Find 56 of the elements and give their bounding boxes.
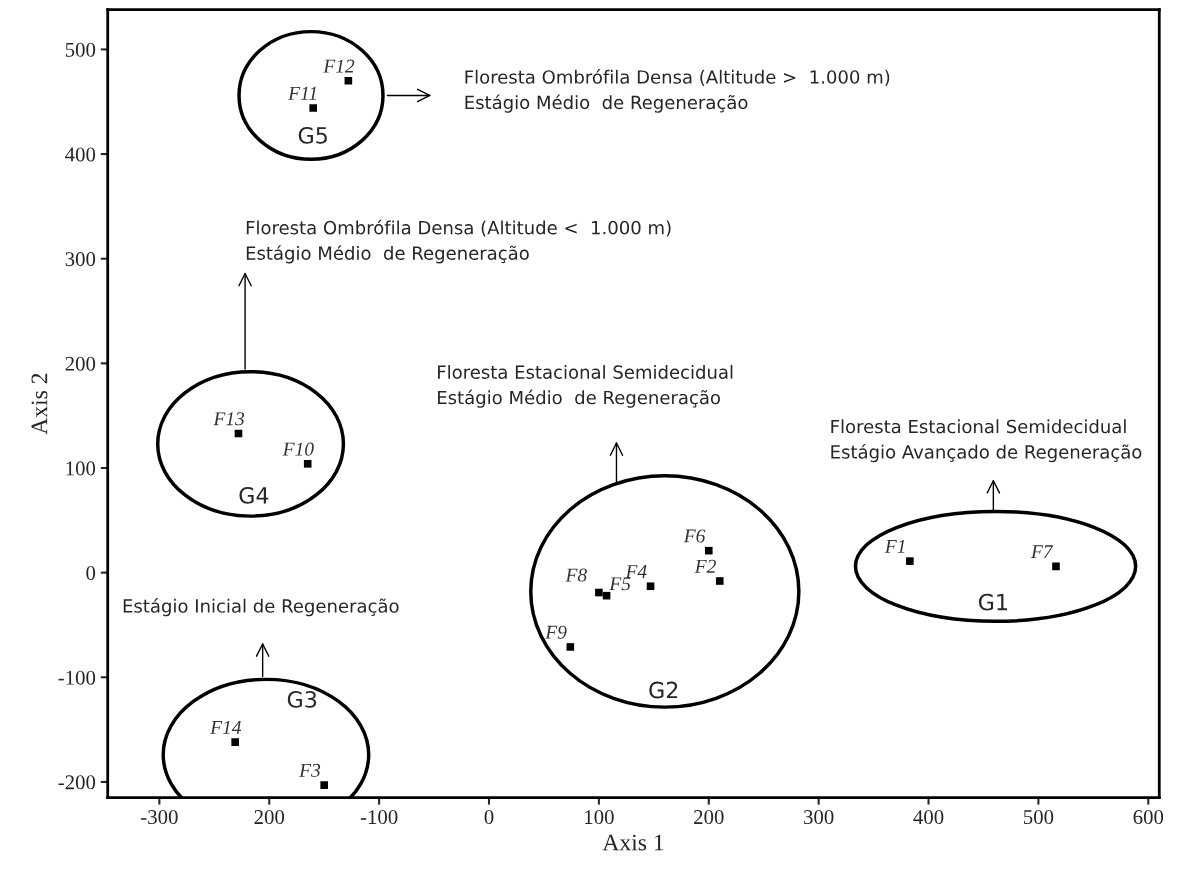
y-tick-label: 500 [65, 42, 96, 57]
annotation: F8 [565, 568, 587, 582]
annotation: Floresta Ombrófila Densa (Altitude < 1.000 m) Estágio Médio de Regeneração [246, 219, 671, 264]
annotation: Floresta Estacional Semidecidual Estágio Médio de Regeneração [438, 364, 733, 408]
point [309, 104, 317, 112]
x-tick-label: -100 [360, 810, 398, 825]
y-tick-label: 200 [65, 356, 96, 371]
y-axis-title: Axis 2 [31, 373, 48, 435]
point [595, 588, 603, 597]
point [344, 77, 353, 85]
x-axis-title: Axis 1 [602, 834, 664, 851]
annotation: F5 [609, 577, 631, 591]
point [303, 460, 312, 468]
annotation: G3 [287, 691, 317, 708]
annotation: Floresta Estacional Semidecidual Estágio Avançado de Regeneração [831, 419, 1142, 463]
point [231, 738, 239, 746]
annotation: G5 [298, 126, 327, 144]
annotation: F7 [1030, 545, 1054, 559]
y-tick-label: -100 [58, 670, 96, 685]
x-tick-label: 500 [1023, 810, 1054, 825]
annotation: F14 [210, 721, 242, 734]
annotation: Floresta Ombrófila Densa (Altitude > 1.000 m) Estágio Médio de Regeneração [465, 69, 890, 113]
annotation: F9 [545, 625, 567, 639]
point [1052, 562, 1060, 571]
annotation: F10 [282, 442, 314, 456]
annotation: Estágio Inicial de Regeneração [123, 598, 399, 617]
annotation: F3 [299, 763, 321, 777]
x-tick-label: 100 [585, 810, 614, 825]
y-tick-label: 300 [65, 252, 96, 267]
x-tick-label: 200 [694, 810, 724, 825]
y-tick-label: -200 [58, 775, 96, 790]
x-tick-label: 200 [254, 810, 285, 825]
annotation: F1 [884, 539, 905, 553]
annotation: G1 [978, 593, 1007, 611]
annotation: F11 [288, 86, 316, 100]
annotation: F2 [694, 559, 716, 573]
x-tick-label: 0 [484, 810, 494, 825]
y-tick-label: 400 [65, 147, 96, 162]
y-tick-label: 100 [66, 461, 96, 476]
x-tick-label: -300 [141, 810, 178, 825]
annotation: F12 [323, 59, 355, 73]
y-tick-label: 0 [86, 566, 96, 581]
point [715, 577, 724, 585]
x-tick-label: 600 [1133, 810, 1164, 825]
annotation: F4 [625, 565, 647, 578]
point [566, 643, 575, 651]
point [906, 557, 914, 565]
annotation: F13 [213, 412, 245, 426]
point [320, 781, 328, 789]
annotation: G4 [239, 486, 269, 504]
x-tick-label: 400 [913, 810, 944, 825]
point [704, 546, 713, 555]
annotation: G2 [649, 681, 678, 699]
x-tick-label: 300 [804, 810, 834, 825]
point [646, 582, 655, 591]
annotation: F6 [683, 529, 706, 543]
